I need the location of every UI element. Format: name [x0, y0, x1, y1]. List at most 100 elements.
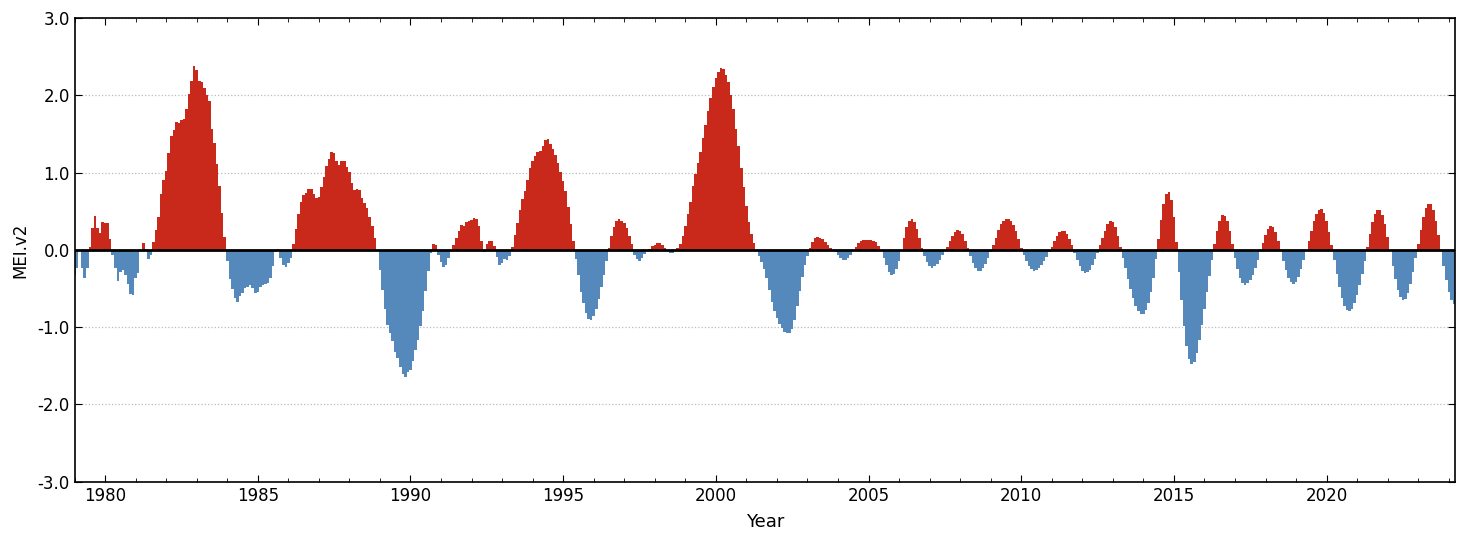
Bar [371, 226, 374, 250]
Bar [657, 243, 658, 250]
Bar [666, 250, 668, 251]
Bar [163, 179, 164, 250]
Bar [682, 236, 685, 250]
Bar [129, 250, 132, 294]
Bar [432, 244, 434, 250]
Bar [1300, 250, 1302, 269]
Bar [1208, 250, 1211, 276]
Bar [623, 223, 626, 250]
Bar [430, 250, 432, 253]
Bar [924, 250, 927, 256]
Bar [1415, 250, 1418, 259]
Bar [1224, 216, 1226, 250]
Bar [768, 250, 771, 290]
Bar [1226, 221, 1229, 250]
Bar [664, 248, 666, 250]
Bar [778, 250, 781, 324]
Bar [537, 152, 539, 250]
Bar [1205, 250, 1208, 292]
Bar [119, 250, 122, 272]
Bar [786, 250, 789, 333]
Bar [1041, 250, 1042, 266]
Bar [837, 250, 840, 255]
Bar [125, 250, 126, 275]
Bar [177, 123, 180, 250]
Bar [232, 250, 233, 289]
Bar [526, 180, 529, 250]
Bar [789, 250, 792, 333]
Bar [239, 250, 242, 296]
Bar [1422, 217, 1425, 250]
Bar [444, 250, 447, 264]
Bar [84, 250, 86, 279]
Bar [1302, 250, 1305, 260]
Bar [122, 250, 125, 270]
Bar [781, 250, 783, 328]
Bar [773, 250, 776, 311]
Bar [1463, 250, 1466, 276]
Bar [320, 188, 323, 250]
Bar [811, 242, 814, 250]
Bar [475, 219, 478, 250]
Bar [501, 250, 503, 263]
Bar [1297, 250, 1300, 277]
Bar [1139, 250, 1142, 314]
Bar [1063, 231, 1066, 250]
Bar [1259, 250, 1262, 251]
Bar [1283, 250, 1284, 261]
Bar [503, 250, 506, 259]
Bar [654, 246, 657, 250]
Bar [1218, 221, 1221, 250]
Bar [150, 250, 152, 255]
Bar [997, 230, 1000, 250]
Bar [661, 246, 664, 250]
Bar [299, 202, 302, 250]
Bar [481, 241, 482, 250]
Bar [191, 81, 194, 250]
Bar [1215, 230, 1218, 250]
Bar [740, 168, 743, 250]
Bar [1262, 243, 1264, 250]
Bar [1407, 250, 1409, 293]
Bar [1384, 224, 1387, 250]
Bar [696, 163, 699, 250]
Bar [1042, 250, 1045, 261]
Bar [267, 250, 270, 283]
Bar [819, 237, 821, 250]
Bar [261, 250, 264, 285]
Bar [1110, 221, 1111, 250]
Bar [686, 214, 689, 250]
Bar [1460, 250, 1463, 288]
Bar [868, 240, 869, 250]
Bar [145, 249, 147, 250]
Bar [972, 250, 975, 263]
Bar [287, 250, 290, 263]
Bar [979, 250, 982, 271]
Bar [298, 215, 299, 250]
Bar [160, 194, 163, 250]
Bar [814, 238, 817, 250]
Bar [1440, 250, 1443, 251]
Bar [1038, 250, 1041, 268]
Bar [233, 250, 236, 298]
Bar [931, 250, 934, 268]
Bar [554, 155, 557, 250]
Bar [264, 250, 267, 284]
Bar [1429, 204, 1432, 250]
Bar [883, 250, 885, 259]
Bar [259, 250, 261, 287]
Bar [730, 95, 733, 250]
Bar [236, 250, 239, 302]
Bar [551, 150, 554, 250]
Bar [368, 217, 371, 250]
Bar [330, 152, 333, 250]
Bar [1007, 219, 1010, 250]
Bar [98, 233, 101, 250]
Bar [1381, 215, 1384, 250]
Bar [840, 250, 841, 257]
Bar [1457, 250, 1460, 298]
Bar [865, 240, 868, 250]
Bar [336, 161, 339, 250]
Bar [969, 250, 972, 256]
Bar [1028, 250, 1031, 266]
